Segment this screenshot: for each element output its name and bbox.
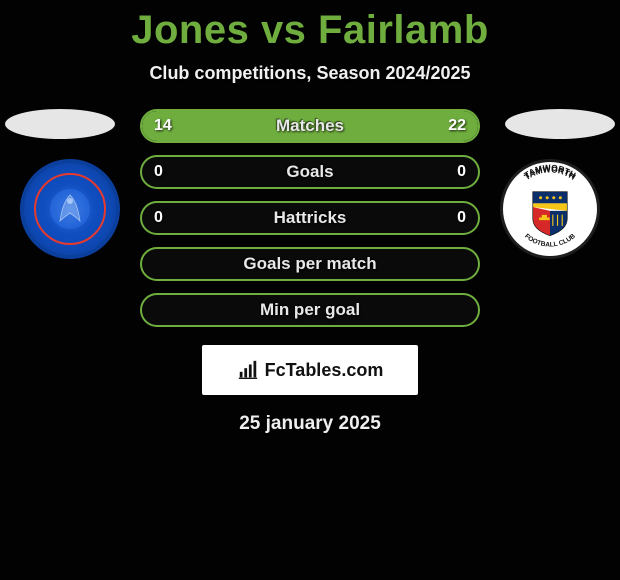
stat-row-goals-per-match: Goals per match xyxy=(140,247,480,281)
brand-text: FcTables.com xyxy=(265,360,384,381)
stat-label: Matches xyxy=(276,116,344,136)
comparison-content: TAMWORTH TAMWORTH FOOTBALL CLUB xyxy=(0,109,620,435)
stat-left-value: 0 xyxy=(154,163,163,181)
brand-box[interactable]: FcTables.com xyxy=(202,345,418,395)
aldershot-badge-icon xyxy=(34,173,106,245)
infographic-date: 25 january 2025 xyxy=(0,413,620,435)
stat-row-matches: 14 Matches 22 xyxy=(140,109,480,143)
stat-label: Goals xyxy=(286,162,333,182)
bar-chart-icon xyxy=(237,359,259,381)
comparison-subtitle: Club competitions, Season 2024/2025 xyxy=(0,63,620,84)
stat-left-value: 0 xyxy=(154,209,163,227)
club-badge-right: TAMWORTH TAMWORTH FOOTBALL CLUB xyxy=(500,159,600,259)
stat-row-goals: 0 Goals 0 xyxy=(140,155,480,189)
stat-label: Hattricks xyxy=(274,208,347,228)
tamworth-badge-icon: TAMWORTH TAMWORTH FOOTBALL CLUB xyxy=(503,162,597,256)
stat-right-value: 22 xyxy=(448,117,466,135)
player-left-avatar xyxy=(5,109,115,139)
player-right-avatar xyxy=(505,109,615,139)
stat-row-hattricks: 0 Hattricks 0 xyxy=(140,201,480,235)
stat-label: Min per goal xyxy=(260,300,360,320)
stat-right-value: 0 xyxy=(457,209,466,227)
stat-left-value: 14 xyxy=(154,117,172,135)
stat-row-min-per-goal: Min per goal xyxy=(140,293,480,327)
club-badge-left xyxy=(20,159,120,259)
stats-rows: 14 Matches 22 0 Goals 0 0 Hattricks 0 Go… xyxy=(140,109,480,327)
stat-label: Goals per match xyxy=(243,254,376,274)
comparison-title: Jones vs Fairlamb xyxy=(0,0,620,53)
stat-right-value: 0 xyxy=(457,163,466,181)
